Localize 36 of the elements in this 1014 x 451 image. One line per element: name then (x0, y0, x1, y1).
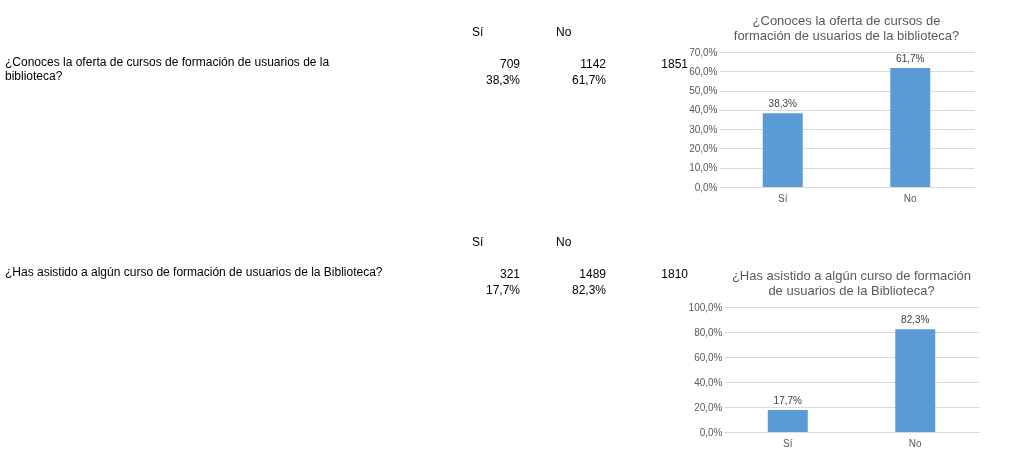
data-label: 17,7% (773, 394, 803, 406)
text: No (556, 25, 572, 39)
chart-title: ¿Conoces la oferta de cursos de formación de usuarios de la biblioteca? (733, 13, 960, 43)
text: 61,7% (571, 73, 607, 87)
text: Sí (472, 25, 484, 39)
data-label: 38,3% (768, 98, 798, 110)
y-tick-label: 40,0% (694, 376, 723, 388)
y-tick-label: 50,0% (689, 85, 718, 97)
text: ¿Has asistido a algún curso de formación de usuarios de la Biblioteca? (5, 265, 383, 279)
chart-title: ¿Has asistido a algún curso de formación de usuarios de la Biblioteca? (731, 268, 972, 298)
y-tick-label: 40,0% (689, 104, 718, 116)
text: 1810 (661, 267, 689, 281)
y-tick-label: 20,0% (689, 142, 718, 154)
text: 1489 (579, 267, 607, 281)
text: 82,3% (571, 283, 607, 297)
y-tick-label: 60,0% (689, 65, 718, 77)
text: 709 (499, 57, 521, 71)
y-tick-label: 70,0% (689, 46, 718, 58)
text: 1142 (580, 57, 607, 71)
text: 321 (499, 267, 521, 281)
text: No (556, 235, 572, 249)
text: 1851 (661, 57, 689, 71)
y-tick-label: 30,0% (689, 123, 718, 135)
y-tick-label: 20,0% (694, 401, 723, 413)
y-tick-label: 0,0% (694, 181, 718, 193)
text: 17,7% (485, 283, 521, 297)
text: ¿Conoces la oferta de cursos de formación de usuarios de la biblioteca? (5, 55, 330, 83)
text: Sí (472, 235, 484, 249)
text: 38,3% (485, 73, 521, 87)
data-label: 82,3% (901, 314, 930, 326)
y-tick-label: 0,0% (699, 426, 723, 438)
y-tick-label: 60,0% (694, 351, 723, 363)
y-tick-label: 80,0% (694, 326, 723, 338)
data-label: 61,7% (896, 53, 925, 65)
y-tick-label: 100,0% (688, 301, 723, 313)
y-tick-label: 10,0% (689, 162, 718, 174)
